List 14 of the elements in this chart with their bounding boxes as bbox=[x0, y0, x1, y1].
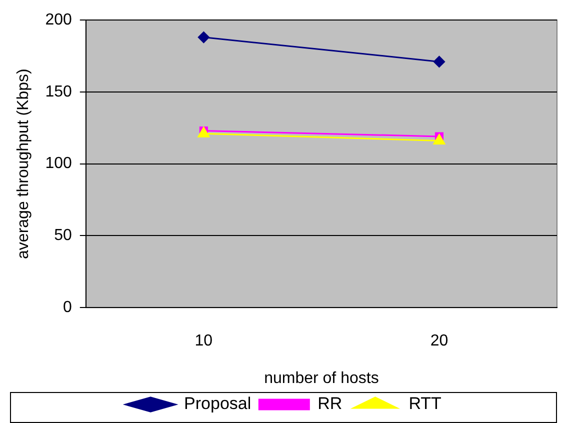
x-axis-title: number of hosts bbox=[264, 370, 379, 387]
y-axis-title: average throughput (Kbps) bbox=[15, 68, 32, 259]
legend-label: Proposal bbox=[184, 394, 252, 414]
y-tick-label: 200 bbox=[45, 11, 72, 28]
y-tick-label: 150 bbox=[45, 83, 72, 100]
y-tick-label: 0 bbox=[62, 299, 72, 316]
legend-label: RTT bbox=[408, 394, 442, 414]
y-tick-label: 50 bbox=[54, 227, 72, 244]
x-tick-label: 20 bbox=[430, 332, 448, 350]
legend-label: RR bbox=[318, 394, 342, 414]
x-tick-label: 10 bbox=[194, 332, 213, 350]
y-tick-label: 100 bbox=[45, 155, 72, 172]
point bbox=[433, 56, 445, 68]
point bbox=[198, 32, 210, 44]
